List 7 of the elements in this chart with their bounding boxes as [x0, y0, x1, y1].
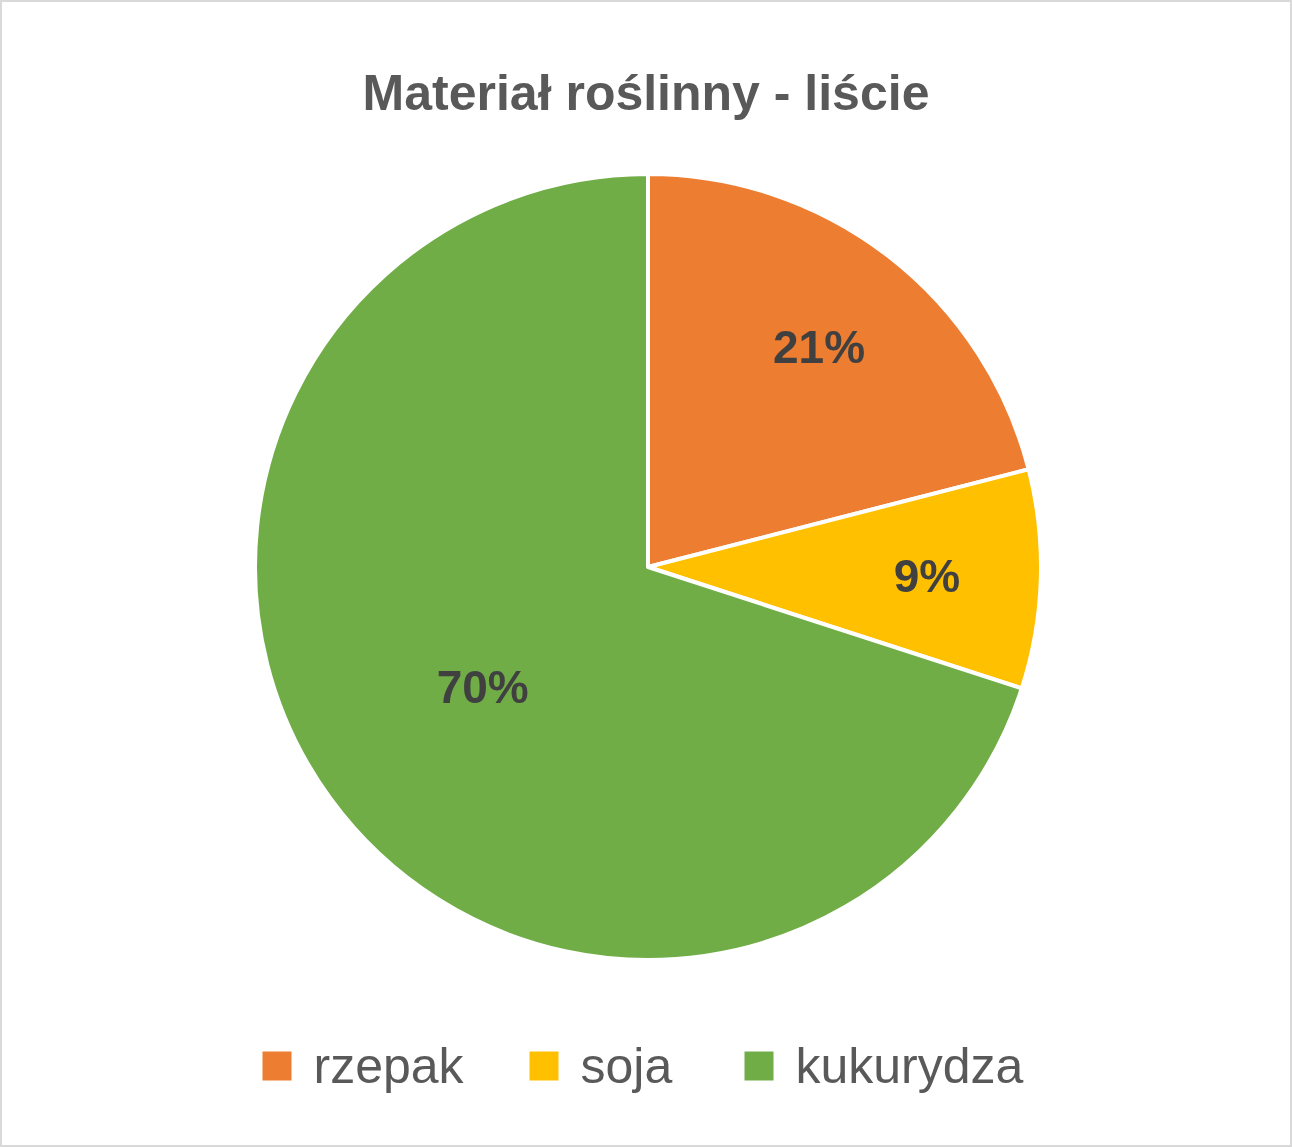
- data-label: 21%: [772, 320, 866, 373]
- legend-label: kukurydza: [795, 1038, 1024, 1094]
- data-label: 70%: [436, 661, 529, 714]
- legend-label: soja: [580, 1038, 673, 1094]
- data-label: 9%: [893, 549, 961, 602]
- legend-label: rzepak: [313, 1038, 465, 1094]
- chart-title: Materiał roślinny - liście: [362, 65, 930, 121]
